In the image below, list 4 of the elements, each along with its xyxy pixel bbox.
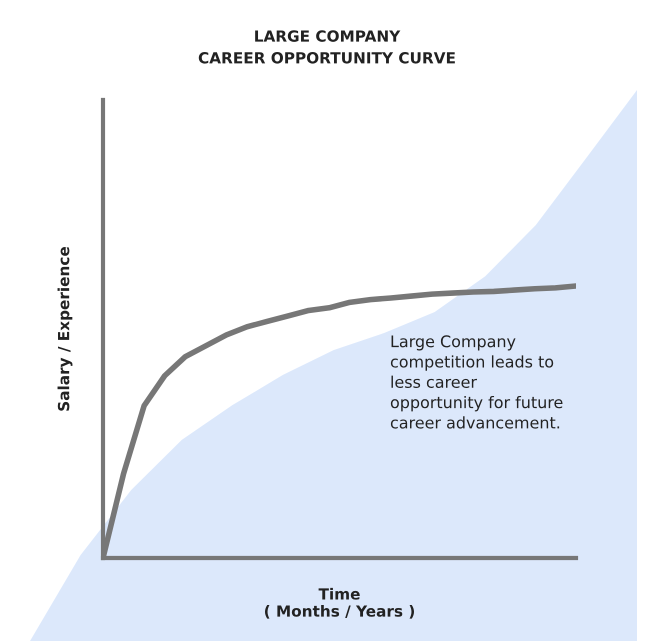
chart-title: LARGE COMPANY CAREER OPPORTUNITY CURVE (198, 30, 455, 64)
y-axis-title: Salary / Experience (58, 246, 72, 411)
annotation: Large Company competition leads to less career opportunity for future career advancement. (390, 335, 562, 429)
x-axis-title: Time ( Months / Years ) (264, 588, 414, 619)
